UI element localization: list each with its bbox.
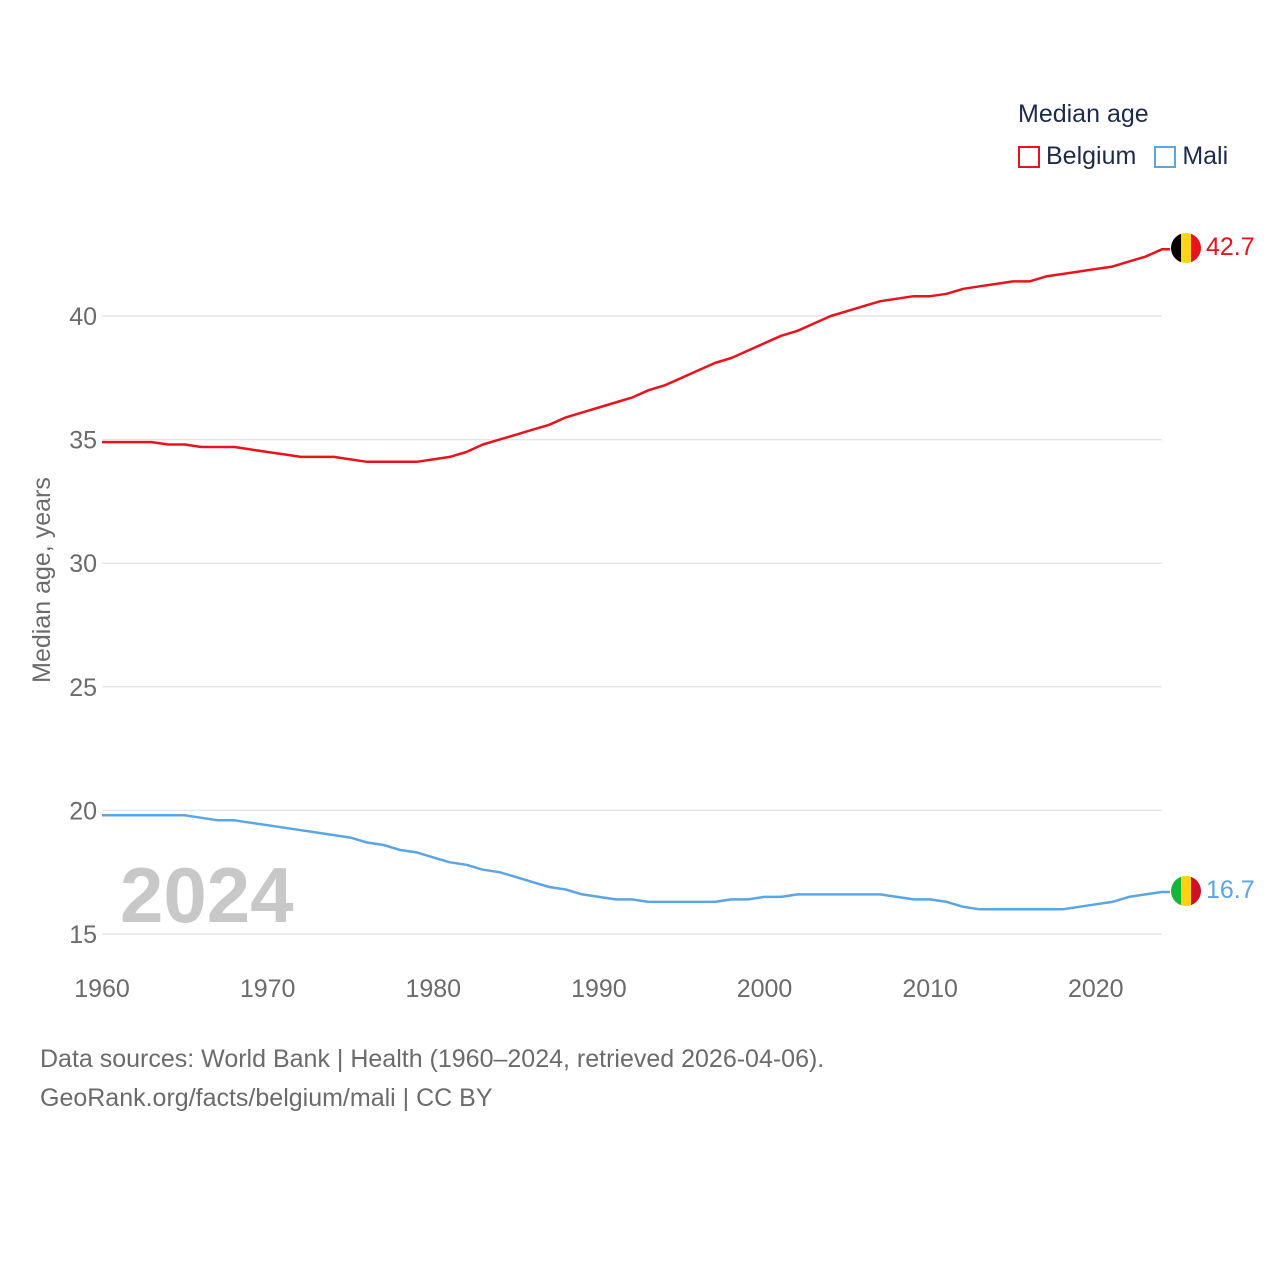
y-axis-ticks: 15 20 25 30 35 40 bbox=[69, 303, 97, 949]
y-tick-label: 20 bbox=[69, 797, 97, 825]
belgium-flag-icon bbox=[1171, 233, 1201, 263]
y-tick-label: 25 bbox=[69, 674, 97, 702]
legend-label-belgium: Belgium bbox=[1046, 142, 1137, 170]
legend-swatch-mali bbox=[1154, 145, 1177, 168]
legend-swatch-belgium bbox=[1018, 145, 1040, 168]
x-axis-ticks: 1960 1970 1980 1990 2000 2010 2020 bbox=[74, 975, 1123, 1003]
x-tick-label: 1990 bbox=[571, 975, 627, 1003]
legend-title: Median age bbox=[1018, 100, 1149, 128]
y-axis-label: Median age, years bbox=[28, 477, 56, 683]
mali-flag-icon bbox=[1171, 876, 1201, 906]
x-tick-label: 1970 bbox=[240, 975, 296, 1003]
series-lines bbox=[102, 248, 1170, 911]
y-tick-label: 35 bbox=[69, 427, 97, 455]
x-tick-label: 2010 bbox=[902, 975, 958, 1003]
source-link-text[interactable]: GeoRank.org/facts/belgium/mali | CC BY bbox=[40, 1084, 493, 1112]
series-line-mali[interactable] bbox=[102, 814, 1170, 911]
x-tick-label: 1980 bbox=[405, 975, 461, 1003]
data-sources-text: Data sources: World Bank | Health (1960–… bbox=[40, 1045, 825, 1073]
y-tick-label: 15 bbox=[69, 921, 97, 949]
gridlines bbox=[102, 315, 1162, 935]
x-tick-label: 2020 bbox=[1068, 975, 1124, 1003]
x-tick-label: 2000 bbox=[737, 975, 793, 1003]
legend: Belgium Mali bbox=[1018, 142, 1228, 171]
x-tick-label: 1960 bbox=[74, 975, 130, 1003]
series-line-belgium[interactable] bbox=[102, 248, 1170, 464]
belgium-end-label: 42.7 bbox=[1206, 233, 1255, 261]
legend-label-mali: Mali bbox=[1182, 142, 1229, 170]
legend-item-belgium[interactable]: Belgium bbox=[1018, 142, 1136, 171]
year-watermark: 2024 bbox=[120, 851, 294, 939]
y-tick-label: 40 bbox=[69, 303, 97, 331]
legend-item-mali[interactable]: Mali bbox=[1154, 142, 1228, 171]
mali-end-label: 16.7 bbox=[1206, 876, 1255, 904]
y-tick-label: 30 bbox=[69, 550, 97, 578]
